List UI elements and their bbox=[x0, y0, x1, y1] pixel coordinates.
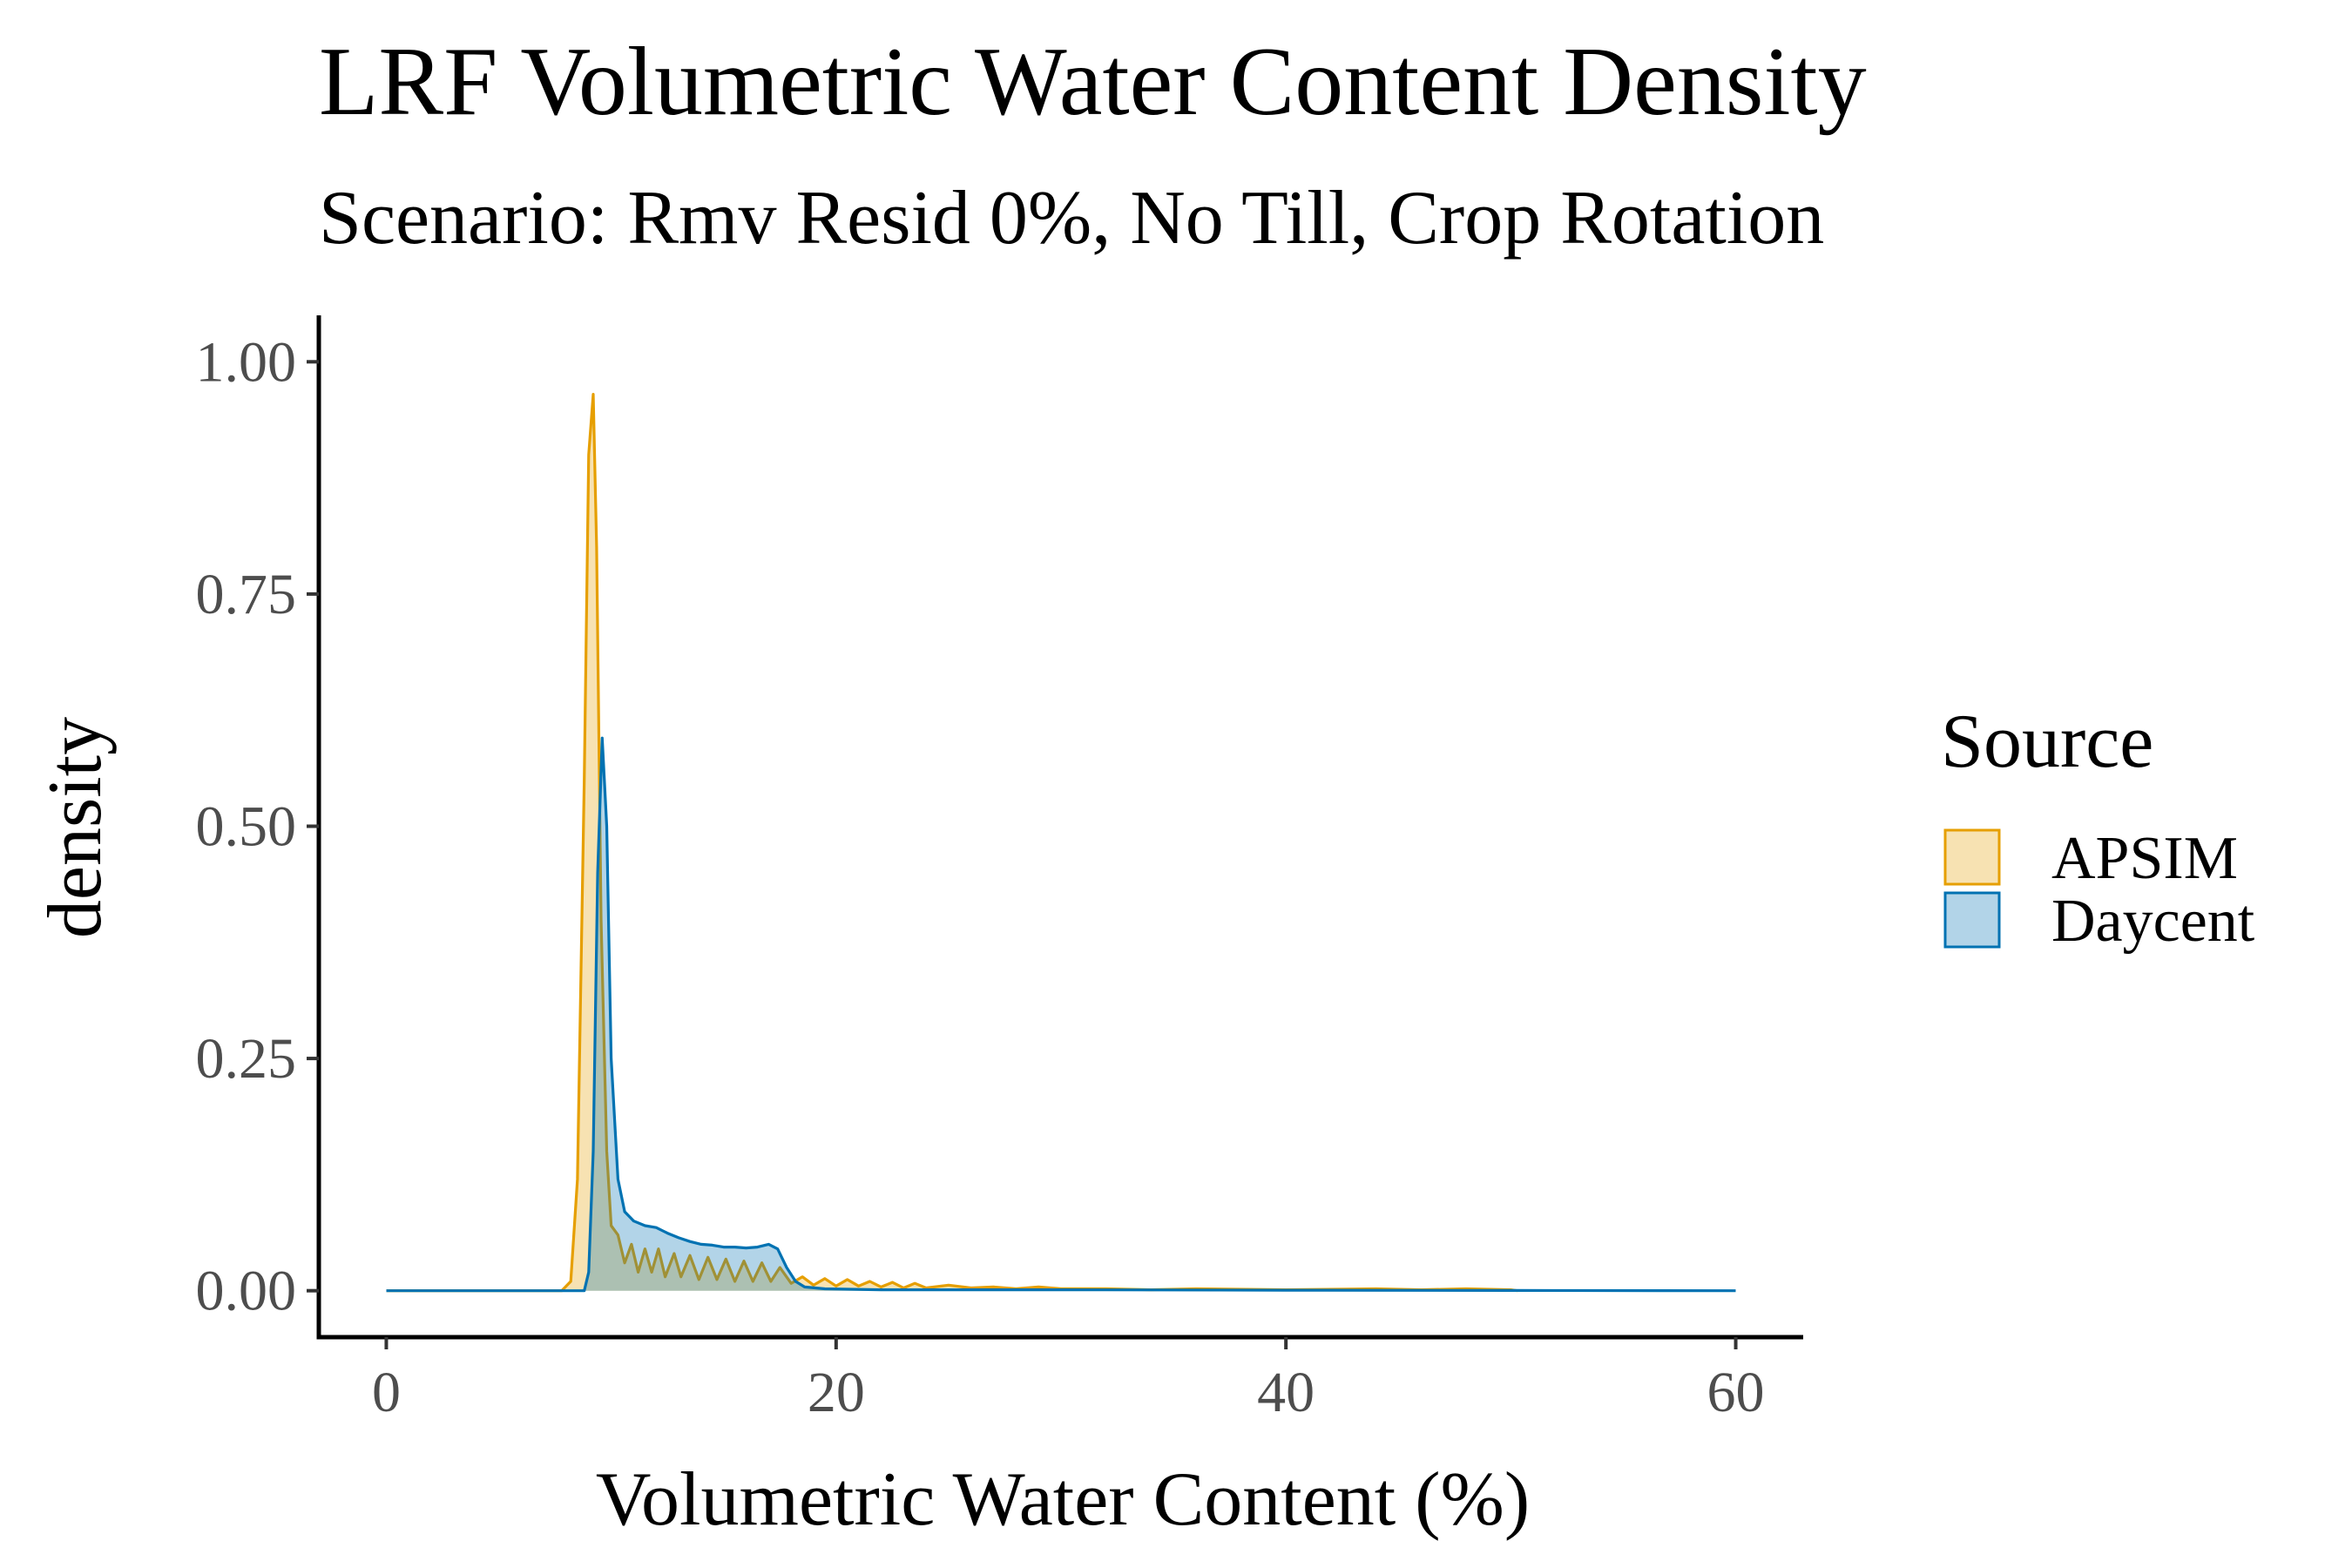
legend-item-daycent: Daycent bbox=[1943, 888, 2255, 955]
y-tick-label: 0.75 bbox=[196, 563, 297, 626]
y-tick-label: 1.00 bbox=[196, 330, 297, 394]
x-tick-label: 0 bbox=[372, 1361, 401, 1424]
x-tick-label: 60 bbox=[1707, 1361, 1765, 1424]
legend-key-apsim bbox=[1943, 828, 2001, 886]
x-tick-label: 40 bbox=[1257, 1361, 1315, 1424]
chart-subtitle: Scenario: Rmv Resid 0%, No Till, Crop Ro… bbox=[319, 176, 1825, 260]
legend-item-apsim: APSIM bbox=[1943, 825, 2238, 892]
density-line-apsim bbox=[386, 393, 1518, 1293]
axes-layer bbox=[316, 315, 1803, 1340]
density-line-daycent bbox=[386, 736, 1736, 1293]
y-axis-title: density bbox=[33, 717, 118, 938]
y-tick-label: 0.50 bbox=[196, 795, 297, 859]
ticks-layer: 0.00 0.25 0.50 0.75 1.00 0 20 40 60 bbox=[196, 330, 1765, 1424]
x-tick-label: 20 bbox=[808, 1361, 865, 1424]
legend-key-bg bbox=[1943, 828, 2002, 887]
legend-label-daycent: Daycent bbox=[2051, 888, 2255, 955]
legend-title: Source bbox=[1941, 700, 2153, 784]
series-layer bbox=[386, 393, 1736, 1293]
x-axis-title: Volumetric Water Content (%) bbox=[596, 1457, 1530, 1542]
legend-key-daycent bbox=[1943, 891, 2001, 949]
legend-key-bg bbox=[1943, 890, 2002, 950]
y-tick-label: 0.00 bbox=[196, 1260, 297, 1323]
y-tick-label: 0.25 bbox=[196, 1027, 297, 1091]
density-area-apsim bbox=[386, 394, 1518, 1291]
chart-title: LRF Volumetric Water Content Density bbox=[319, 28, 1867, 136]
legend-label-apsim: APSIM bbox=[2051, 825, 2238, 892]
